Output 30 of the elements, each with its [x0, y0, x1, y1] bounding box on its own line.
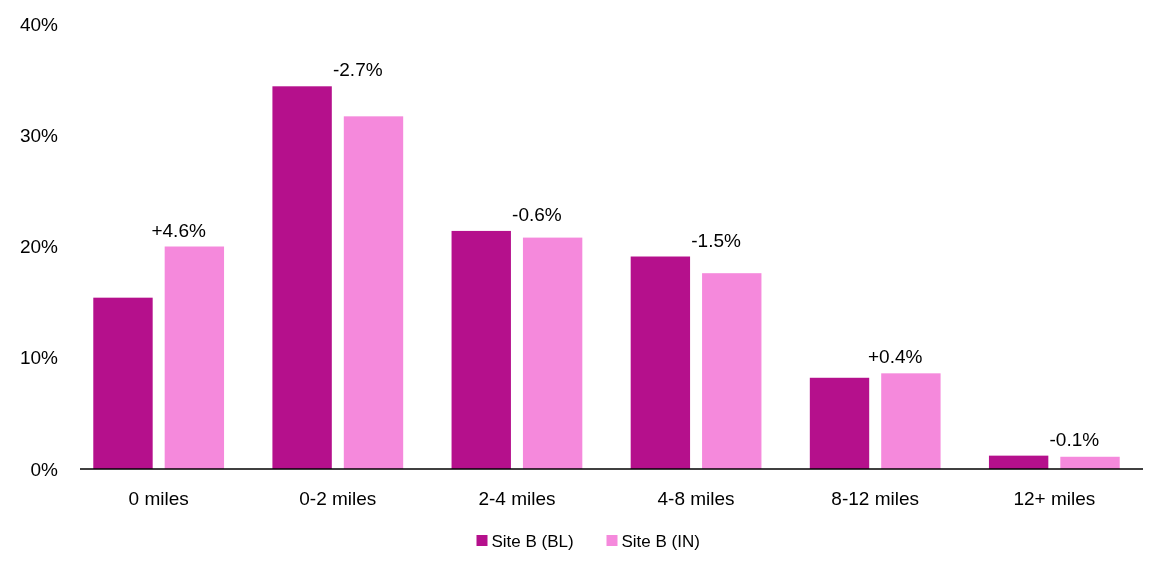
- bar: [272, 86, 332, 469]
- y-tick-label: 10%: [19, 347, 59, 369]
- x-tick-label: 12+ miles: [1013, 488, 1096, 509]
- bar: [1060, 456, 1120, 469]
- y-tick-label: 0%: [30, 458, 59, 480]
- bar: [451, 230, 511, 469]
- annotation: -0.1%: [1049, 428, 1100, 450]
- bar: [93, 297, 153, 469]
- annotation: -1.5%: [691, 229, 741, 251]
- x-tick-label: 0 miles: [128, 488, 189, 509]
- y-tick-label: 40%: [19, 13, 59, 35]
- bar: [702, 273, 762, 469]
- x-tick-label: 2-4 miles: [478, 488, 556, 509]
- annotation: -2.7%: [332, 59, 383, 81]
- bar: [630, 256, 691, 469]
- bar: [164, 246, 225, 469]
- y-tick-label: 30%: [19, 124, 59, 146]
- legend-label: Site B (BL): [491, 531, 574, 551]
- annotation: +4.6%: [151, 219, 206, 241]
- x-tick-label: 4-8 miles: [657, 488, 735, 509]
- x-tick-label: 8-12 miles: [831, 488, 920, 509]
- annotation: -0.6%: [512, 203, 562, 225]
- bar: [522, 237, 583, 469]
- bar: [809, 377, 870, 469]
- y-tick-label: 20%: [19, 236, 59, 258]
- bar: [343, 116, 404, 469]
- bar: [881, 373, 941, 469]
- legend-label: Site B (IN): [621, 531, 700, 551]
- x-tick-label: 0-2 miles: [299, 488, 377, 509]
- annotation: +0.4%: [867, 346, 923, 368]
